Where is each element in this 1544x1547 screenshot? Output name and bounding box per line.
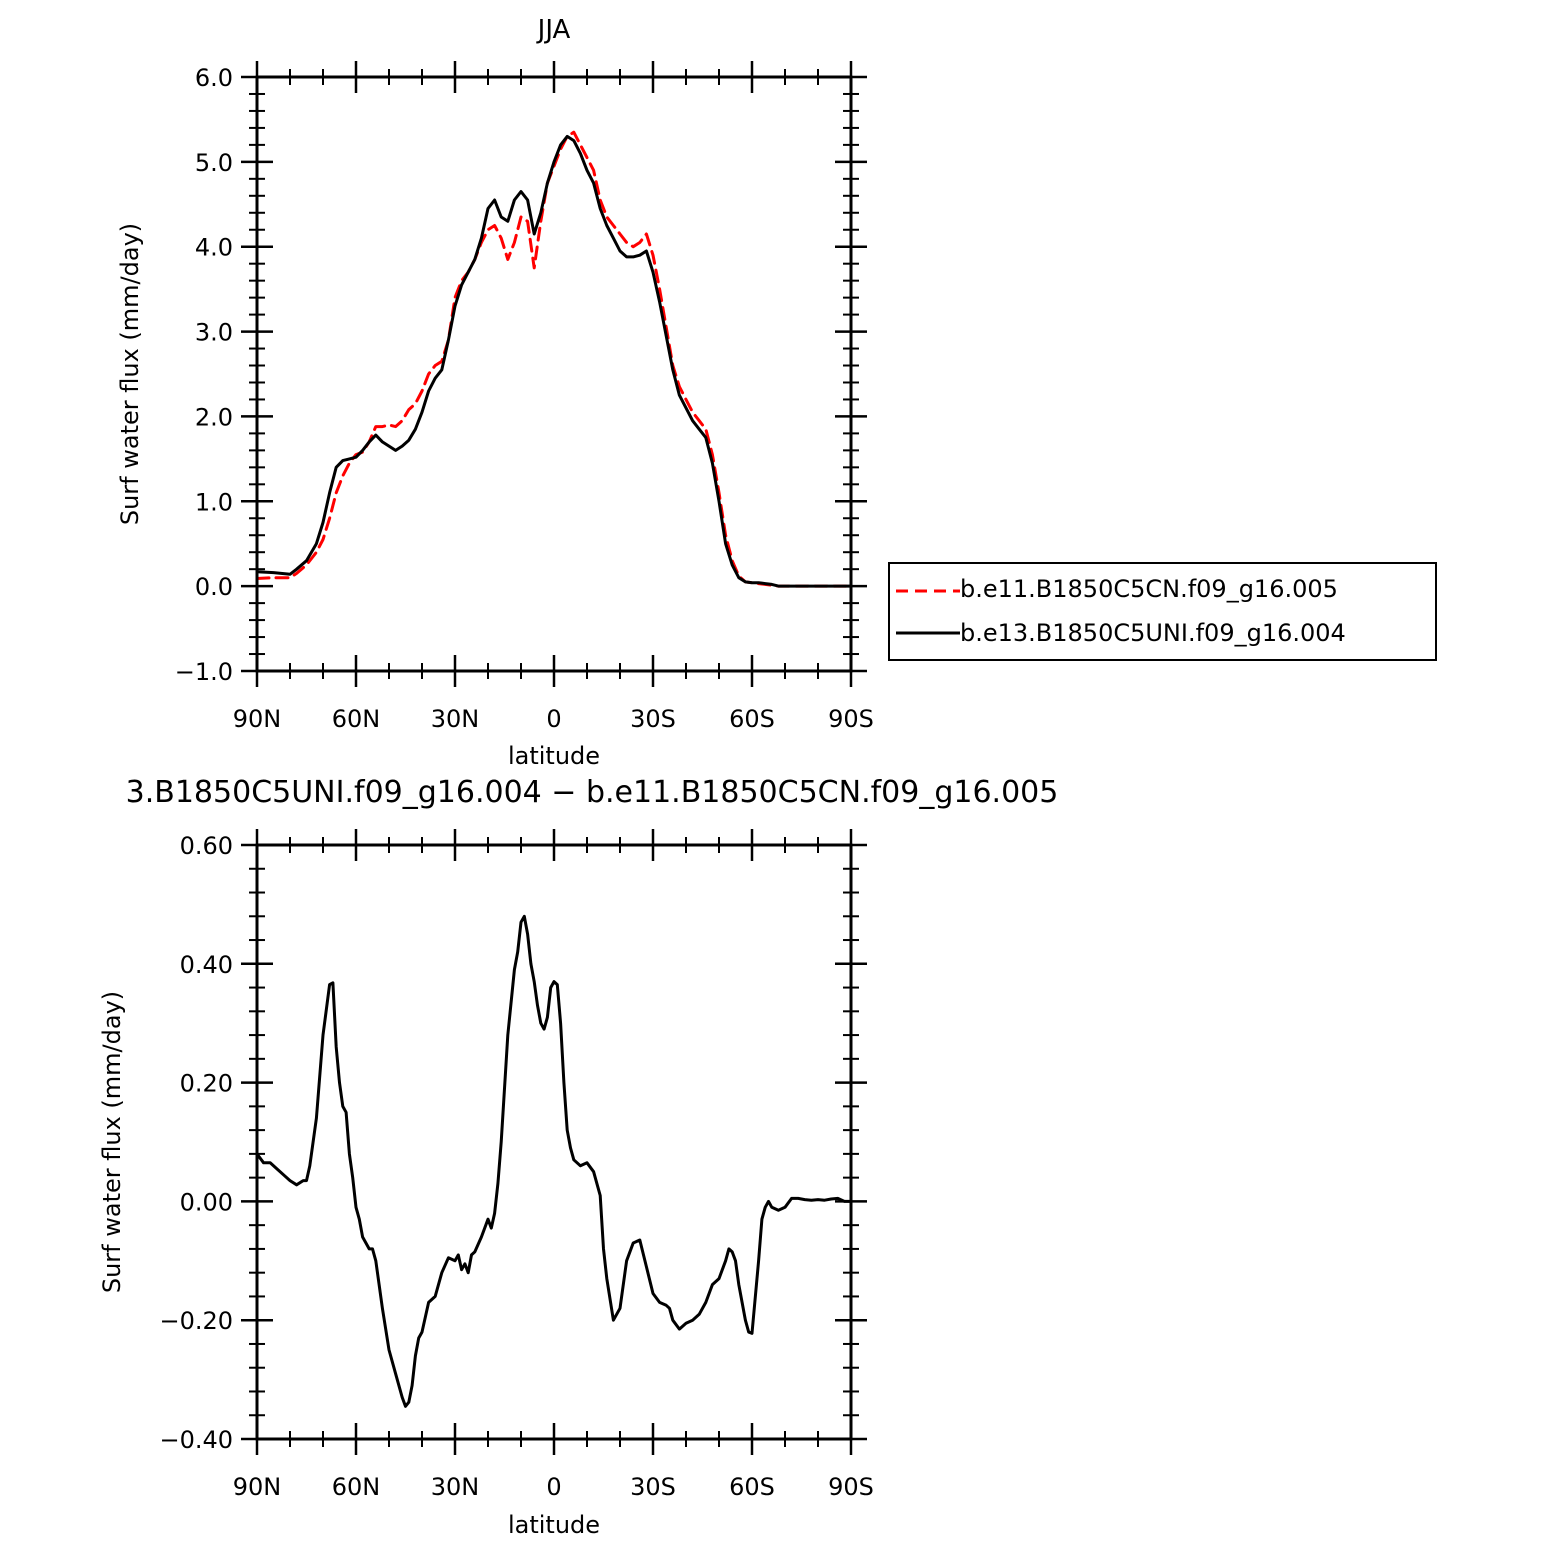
bottom-chart-series-line-1: [255, 914, 853, 1408]
top-chart-x-axis-label: latitude: [508, 742, 600, 770]
bottom-chart-x-tick-labels: 90N 60N 30N 0 30S 60S 90S: [233, 1473, 874, 1501]
top-chart-x-tick-label: 90N: [233, 705, 282, 733]
bottom-chart-title: 3.B1850C5UNI.f09_g16.004 − b.e11.B1850C5…: [126, 775, 1059, 810]
bottom-chart-y-tick-label: −0.20: [159, 1307, 233, 1335]
top-chart-y-tick-label: 2.0: [195, 403, 233, 431]
top-chart-y-tick-label: 3.0: [195, 319, 233, 347]
top-chart-x-tick-label: 60N: [332, 705, 381, 733]
top-chart-series-line-1: [255, 130, 853, 588]
top-chart-y-tick-labels: −1.0 0.0 1.0 2.0 3.0 4.0 5.0 6.0: [175, 64, 233, 686]
top-chart-x-tick-label: 0: [546, 705, 561, 733]
top-chart-y-tick-label: 0.0: [195, 573, 233, 601]
bottom-chart-plot: [255, 914, 853, 1408]
top-chart-x-tick-label: 90S: [828, 705, 874, 733]
bottom-chart-x-tick-label: 30N: [431, 1473, 480, 1501]
bottom-chart-panel: 3.B1850C5UNI.f09_g16.004 − b.e11.B1850C5…: [98, 775, 1058, 1539]
top-chart-y-tick-label: 1.0: [195, 488, 233, 516]
legend-box: [888, 562, 1437, 661]
bottom-chart-x-axis-label: latitude: [508, 1511, 600, 1539]
top-chart-y-tick-label: −1.0: [175, 658, 233, 686]
top-chart-y-axis-label: Surf water flux (mm/day): [116, 223, 144, 525]
top-chart-panel: JJA −1.0 0.0 1.0 2.0 3.0 4.0 5.0 6.0 90N 60N 30N 0…: [116, 15, 874, 770]
bottom-chart-x-tick-label: 60N: [332, 1473, 381, 1501]
top-chart-series-line-2: [255, 134, 853, 588]
bottom-chart-y-tick-label: 0.00: [180, 1188, 233, 1216]
bottom-chart-y-tick-label: 0.20: [180, 1070, 233, 1098]
bottom-chart-frame: [255, 843, 853, 1441]
bottom-chart-y-tick-label: −0.40: [159, 1426, 233, 1454]
bottom-chart-y-tick-label: 0.40: [180, 951, 233, 979]
bottom-chart-y-tick-label: 0.60: [180, 832, 233, 860]
legend-label-series-1: b.e11.B1850C5CN.f09_g16.005: [960, 575, 1338, 603]
top-chart-y-tick-label: 4.0: [195, 234, 233, 262]
bottom-chart-x-tick-label: 0: [546, 1473, 561, 1501]
legend-label-series-2: b.e13.B1850C5UNI.f09_g16.004: [960, 619, 1346, 647]
bottom-chart-x-tick-label: 60S: [729, 1473, 775, 1501]
top-chart-y-tick-label: 6.0: [195, 64, 233, 92]
top-chart-x-tick-label: 60S: [729, 705, 775, 733]
top-chart-x-tick-labels: 90N 60N 30N 0 30S 60S 90S: [233, 705, 874, 733]
bottom-chart-x-tick-label: 90S: [828, 1473, 874, 1501]
top-chart-y-tick-label: 5.0: [195, 149, 233, 177]
bottom-chart-x-tick-label: 90N: [233, 1473, 282, 1501]
top-chart-x-tick-label: 30N: [431, 705, 480, 733]
top-chart-ticks: [241, 61, 867, 687]
legend: b.e11.B1850C5CN.f09_g16.005 b.e13.B1850C…: [888, 562, 1437, 661]
bottom-chart-y-tick-labels: −0.40 −0.20 0.00 0.20 0.40 0.60: [159, 832, 233, 1454]
bottom-chart-ticks: [241, 829, 867, 1455]
bottom-chart-x-tick-label: 30S: [630, 1473, 676, 1501]
top-chart-frame: [255, 75, 853, 673]
bottom-chart-y-axis-label: Surf water flux (mm/day): [98, 991, 126, 1293]
top-chart-plot: [255, 130, 853, 588]
top-chart-x-tick-label: 30S: [630, 705, 676, 733]
top-chart-title: JJA: [536, 15, 571, 45]
